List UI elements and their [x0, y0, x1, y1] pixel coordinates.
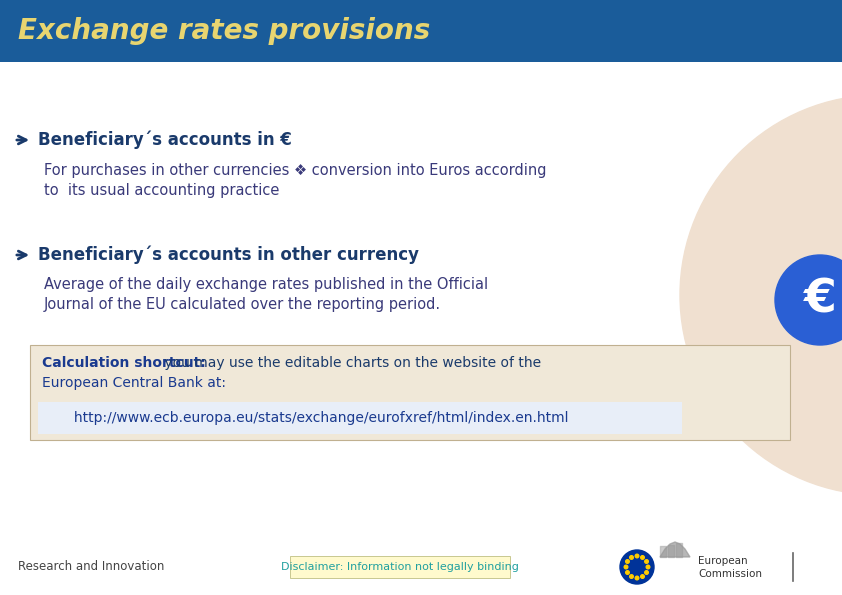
Text: Disclaimer: Information not legally binding: Disclaimer: Information not legally bind… — [281, 562, 519, 572]
Polygon shape — [660, 542, 690, 557]
FancyBboxPatch shape — [0, 0, 842, 62]
Circle shape — [630, 575, 633, 578]
FancyBboxPatch shape — [30, 345, 790, 440]
Text: European Central Bank at:: European Central Bank at: — [42, 376, 226, 390]
Text: Average of the daily exchange rates published in the Official: Average of the daily exchange rates publ… — [44, 277, 488, 293]
Text: Beneficiary´s accounts in €: Beneficiary´s accounts in € — [38, 131, 292, 149]
Text: Commission: Commission — [698, 569, 762, 579]
Text: European: European — [698, 556, 748, 566]
Text: Calculation shortcut:: Calculation shortcut: — [42, 356, 205, 370]
Text: Journal of the EU calculated over the reporting period.: Journal of the EU calculated over the re… — [44, 298, 441, 312]
Circle shape — [641, 575, 644, 578]
Text: http://www.ecb.europa.eu/stats/exchange/eurofxref/html/index.en.html: http://www.ecb.europa.eu/stats/exchange/… — [52, 411, 568, 425]
Circle shape — [646, 565, 650, 569]
Circle shape — [645, 560, 648, 563]
Circle shape — [635, 554, 639, 558]
Circle shape — [626, 560, 629, 563]
Text: Exchange rates provisions: Exchange rates provisions — [18, 17, 430, 45]
Text: Research and Innovation: Research and Innovation — [18, 560, 164, 574]
FancyBboxPatch shape — [290, 556, 510, 578]
FancyBboxPatch shape — [38, 402, 682, 434]
Circle shape — [620, 550, 654, 584]
Text: For purchases in other currencies ❖ conversion into Euros according: For purchases in other currencies ❖ conv… — [44, 162, 546, 177]
Text: €: € — [803, 277, 836, 322]
Circle shape — [641, 556, 644, 559]
Text: to  its usual accounting practice: to its usual accounting practice — [44, 183, 280, 198]
Text: you may use the editable charts on the website of the: you may use the editable charts on the w… — [160, 356, 541, 370]
Circle shape — [626, 571, 629, 574]
Circle shape — [680, 95, 842, 495]
Circle shape — [775, 255, 842, 345]
Circle shape — [624, 565, 628, 569]
Circle shape — [645, 571, 648, 574]
Text: Beneficiary´s accounts in other currency: Beneficiary´s accounts in other currency — [38, 246, 419, 264]
Circle shape — [630, 556, 633, 559]
Circle shape — [635, 576, 639, 580]
